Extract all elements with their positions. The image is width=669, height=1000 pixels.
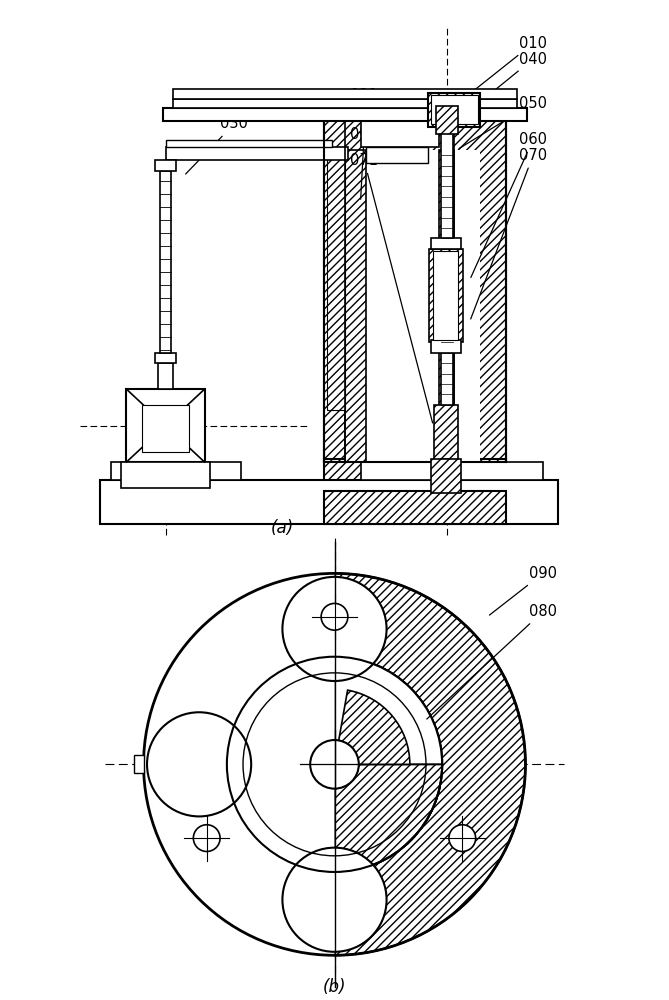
Bar bbox=[366, 147, 428, 163]
Bar bbox=[173, 89, 516, 99]
Bar bbox=[438, 150, 454, 462]
Bar bbox=[436, 262, 458, 280]
Bar bbox=[155, 353, 176, 363]
Circle shape bbox=[310, 740, 359, 789]
Text: (b): (b) bbox=[322, 978, 347, 996]
Bar bbox=[434, 405, 458, 462]
Text: 030: 030 bbox=[185, 116, 248, 174]
Bar bbox=[324, 108, 506, 462]
Text: 080: 080 bbox=[427, 604, 557, 719]
Text: 010: 010 bbox=[472, 36, 547, 92]
Bar bbox=[163, 108, 527, 121]
Bar bbox=[431, 95, 478, 124]
Bar bbox=[431, 459, 461, 493]
Circle shape bbox=[282, 848, 387, 952]
Bar bbox=[441, 108, 452, 410]
Bar bbox=[345, 150, 366, 462]
Circle shape bbox=[147, 712, 251, 816]
Text: 071: 071 bbox=[350, 153, 433, 423]
Bar bbox=[111, 462, 241, 480]
Bar bbox=[361, 116, 438, 147]
Wedge shape bbox=[334, 764, 442, 872]
Wedge shape bbox=[334, 573, 525, 955]
Bar bbox=[324, 491, 506, 524]
Bar bbox=[428, 93, 480, 127]
Bar bbox=[324, 459, 506, 493]
Wedge shape bbox=[144, 573, 334, 955]
Bar bbox=[361, 462, 543, 480]
Text: (a): (a) bbox=[271, 519, 294, 537]
Circle shape bbox=[282, 577, 387, 681]
Text: 070: 070 bbox=[471, 148, 547, 319]
Bar bbox=[441, 459, 450, 480]
Bar bbox=[165, 140, 332, 147]
Circle shape bbox=[193, 825, 220, 851]
Bar bbox=[158, 363, 173, 389]
Text: 021: 021 bbox=[350, 88, 378, 134]
Bar bbox=[142, 405, 189, 452]
Bar bbox=[434, 251, 458, 340]
Text: 050: 050 bbox=[459, 96, 547, 149]
Bar bbox=[431, 340, 461, 353]
Circle shape bbox=[449, 825, 476, 851]
Bar bbox=[100, 480, 558, 524]
Bar bbox=[121, 462, 209, 488]
Text: 020: 020 bbox=[350, 127, 378, 199]
Circle shape bbox=[321, 603, 348, 630]
Wedge shape bbox=[334, 657, 442, 764]
Bar bbox=[345, 150, 480, 462]
Bar bbox=[126, 389, 205, 462]
Bar bbox=[326, 150, 345, 410]
Bar bbox=[429, 249, 463, 342]
Wedge shape bbox=[334, 690, 410, 764]
Text: 040: 040 bbox=[474, 51, 547, 107]
Wedge shape bbox=[334, 657, 442, 872]
Text: 060: 060 bbox=[471, 132, 547, 277]
Bar bbox=[431, 238, 461, 249]
Bar bbox=[436, 106, 458, 134]
Bar bbox=[173, 99, 516, 108]
Bar bbox=[165, 147, 347, 160]
Bar bbox=[161, 171, 171, 353]
Text: 090: 090 bbox=[490, 566, 557, 615]
Bar bbox=[134, 755, 144, 773]
Bar bbox=[155, 160, 176, 171]
